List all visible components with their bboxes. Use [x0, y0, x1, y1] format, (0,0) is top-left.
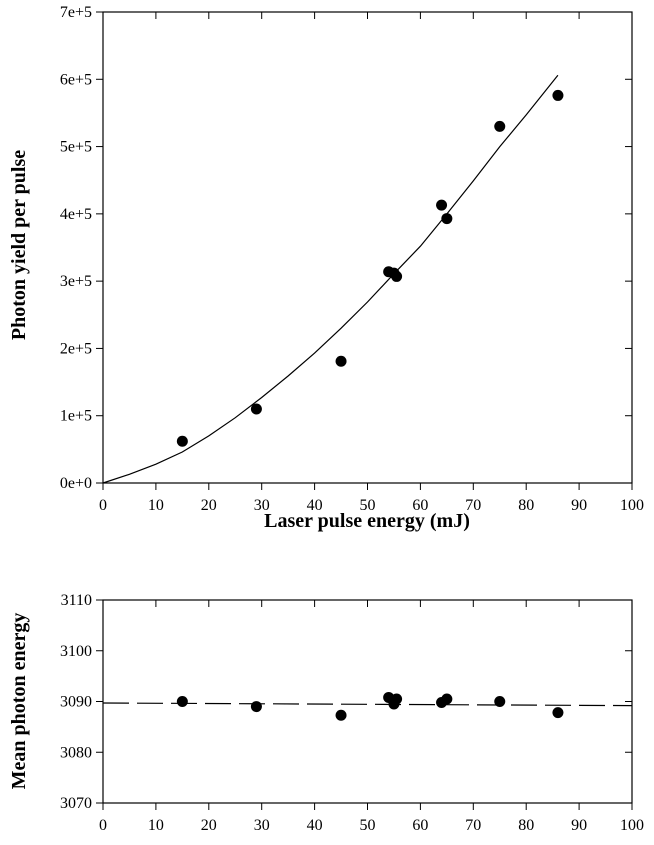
bottom-y-tick-label: 3080 — [60, 744, 92, 761]
bottom-y-tick-label: 3090 — [60, 694, 92, 711]
top-x-tick-label: 0 — [99, 497, 107, 514]
bottom-x-tick-label: 80 — [518, 817, 534, 834]
bottom-y-tick-label: 3100 — [60, 643, 92, 660]
top-x-tick-label: 60 — [412, 497, 428, 514]
top-x-tick-label: 40 — [307, 497, 323, 514]
top-y-tick-label: 0e+0 — [60, 475, 92, 492]
top-y-tick-label: 2e+5 — [60, 340, 92, 357]
top-fit-curve — [102, 74, 559, 484]
bottom-x-tick-label: 70 — [465, 817, 481, 834]
top-data-point — [176, 435, 188, 447]
top-y-tick-label: 4e+5 — [60, 206, 92, 223]
top-data-point — [391, 270, 403, 282]
bottom-data-point — [552, 707, 564, 719]
top-x-tick-label: 90 — [571, 497, 587, 514]
bottom-axes: 0 10 20 30 40 50 60 70 80 90 100 3070 3080 3090 3100 31… — [60, 592, 644, 834]
bottom-x-tick-label: 100 — [620, 817, 644, 834]
bottom-data-point — [176, 696, 188, 707]
bottom-y-tick-label: 3070 — [60, 795, 92, 812]
top-y-tick-label: 3e+5 — [60, 273, 92, 290]
bottom-x-tick-label: 30 — [254, 817, 270, 834]
bottom-x-tick-label: 90 — [571, 817, 587, 834]
mean-photon-energy-chart: 0 10 20 30 40 50 60 70 80 90 100 3070 3080 3090 3100 31… — [8, 592, 644, 834]
bottom-x-tick-label: 40 — [307, 817, 323, 834]
bottom-x-tick-label: 50 — [360, 817, 376, 834]
top-axes: 0 10 20 30 40 50 60 70 80 90 100 0e+0 1e+5 2e+5 3e+5 4e… — [60, 4, 644, 514]
bottom-y-tick-label: 3110 — [61, 592, 92, 609]
top-y-tick-label: 7e+5 — [60, 4, 92, 21]
bottom-x-tick-label: 0 — [99, 817, 107, 834]
top-data-point — [552, 89, 564, 101]
top-data-point — [250, 403, 262, 415]
top-series — [102, 74, 564, 484]
bottom-y-axis-title: Mean photon energy — [8, 613, 30, 790]
top-y-tick-label: 6e+5 — [60, 71, 92, 88]
bottom-x-tick-label: 20 — [201, 817, 217, 834]
bottom-series — [102, 691, 633, 721]
top-x-tick-label: 70 — [465, 497, 481, 514]
top-x-tick-label: 10 — [148, 497, 164, 514]
bottom-x-tick-label: 60 — [412, 817, 428, 834]
top-y-tick-label: 5e+5 — [60, 139, 92, 156]
photon-yield-chart: 0 10 20 30 40 50 60 70 80 90 100 0e+0 1e+5 2e+5 3e+5 4e… — [8, 4, 644, 532]
bottom-data-point — [335, 709, 347, 721]
top-data-point — [494, 120, 506, 132]
top-x-tick-label: 20 — [201, 497, 217, 514]
bottom-data-point — [250, 701, 262, 713]
bottom-x-tick-label: 10 — [148, 817, 164, 834]
top-data-point — [335, 355, 347, 367]
top-x-axis-title: Laser pulse energy (mJ) — [264, 510, 470, 532]
bottom-dashed-fit-line — [102, 702, 633, 707]
top-data-point — [441, 213, 453, 225]
bottom-data-point — [391, 693, 403, 705]
top-x-tick-label: 80 — [518, 497, 534, 514]
bottom-data-point — [494, 696, 506, 707]
top-x-tick-label: 50 — [360, 497, 376, 514]
bottom-data-point — [441, 693, 453, 705]
top-data-point — [436, 199, 448, 211]
top-x-tick-label: 100 — [620, 497, 644, 514]
top-x-tick-label: 30 — [254, 497, 270, 514]
top-y-tick-label: 1e+5 — [60, 408, 92, 425]
top-y-axis-title: Photon yield per pulse — [8, 150, 30, 340]
